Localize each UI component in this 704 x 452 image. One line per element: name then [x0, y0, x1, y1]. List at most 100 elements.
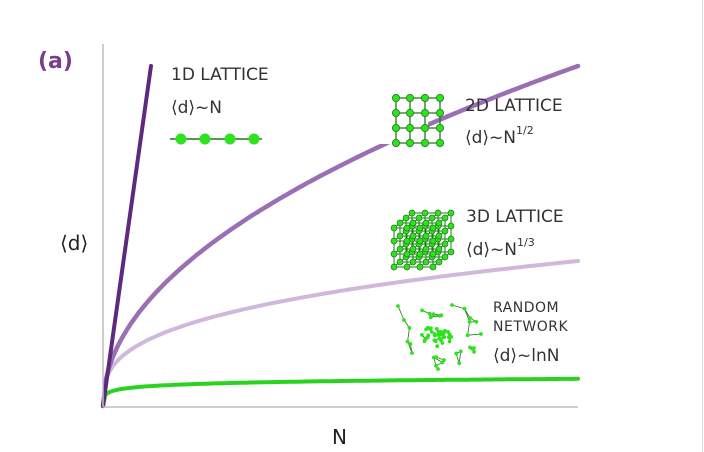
network-node: [443, 328, 447, 333]
network-node: [435, 344, 440, 349]
grid-node: [391, 94, 400, 103]
cube-node: [416, 224, 424, 232]
label-backdrop: [378, 120, 428, 144]
network-node: [410, 351, 414, 355]
network-node: [472, 350, 476, 354]
cube-node: [447, 235, 455, 243]
cube-node: [416, 250, 424, 258]
formula-exponent: 1/2: [516, 124, 534, 137]
network-node: [447, 339, 452, 344]
cube-node: [429, 263, 437, 271]
random-network-icon: [396, 303, 483, 371]
network-node: [474, 319, 479, 324]
cube-node: [428, 214, 436, 222]
cube-node: [402, 214, 410, 222]
network-node: [408, 342, 413, 346]
cube-node: [421, 209, 429, 217]
label-1d-lattice-title: 1D LATTICE: [171, 65, 269, 85]
cube-node: [403, 224, 411, 232]
series-random-network-line: [101, 376, 580, 408]
cube-node: [396, 219, 404, 227]
cube-node: [409, 232, 417, 240]
cube-node: [390, 224, 398, 232]
cube-edge: [393, 212, 413, 229]
grid-node: [405, 138, 414, 147]
label-random-network-line2: NETWORK: [493, 319, 568, 335]
formula-base: ⟨d⟩~N: [466, 240, 517, 260]
network-node: [472, 346, 476, 350]
legend-1d-lattice: 1D LATTICE ⟨d⟩~N: [170, 65, 269, 145]
x-axis-title: N: [332, 425, 347, 449]
network-node: [437, 313, 442, 318]
series-2d-lattice-line: [100, 63, 581, 409]
cube-edge: [432, 251, 452, 268]
network-node: [428, 315, 433, 320]
panel-label: (a): [38, 49, 73, 74]
grid-node: [435, 94, 444, 103]
cube-node: [416, 237, 424, 245]
network-node: [440, 341, 445, 345]
grid-node: [420, 124, 429, 133]
cube-node: [447, 209, 455, 217]
cube-node: [422, 245, 430, 253]
y-axis-title: ⟨d⟩: [60, 231, 88, 255]
network-node: [436, 333, 441, 337]
formula-base: ⟨d⟩~N: [465, 128, 516, 148]
cube-node: [422, 232, 430, 240]
label-1d-lattice-formula: ⟨d⟩~N: [171, 98, 222, 118]
cube-node: [441, 227, 449, 235]
grid-node: [435, 124, 444, 133]
cubic-lattice-icon: [390, 209, 455, 271]
cube-node: [416, 263, 424, 271]
network-node: [434, 363, 438, 368]
network-node: [446, 335, 451, 339]
cube-node: [429, 237, 437, 245]
network-node: [450, 303, 454, 307]
label-3d-lattice-formula: ⟨d⟩~N1/3: [466, 236, 535, 260]
cube-node: [447, 222, 455, 230]
grid-node: [405, 109, 414, 118]
cube-node: [435, 258, 443, 266]
square-grid-icon: [391, 94, 444, 147]
network-node: [407, 326, 412, 330]
cube-node: [396, 258, 404, 266]
network-edge: [397, 305, 405, 321]
network-edge: [451, 304, 465, 310]
chain-node: [224, 133, 236, 145]
network-node: [420, 308, 424, 313]
network-node: [467, 319, 472, 324]
label-3d-lattice-title: 3D LATTICE: [466, 207, 564, 227]
network-edge: [464, 308, 470, 322]
network-node: [442, 358, 446, 362]
network-node: [427, 311, 432, 316]
series-1d-lattice-line: [101, 64, 153, 408]
cube-node: [441, 253, 449, 261]
cube-node: [434, 209, 442, 217]
network-node: [431, 312, 436, 317]
cube-node: [435, 232, 443, 240]
legend-random-network: RANDOM NETWORK ⟨d⟩~lnN: [396, 300, 568, 371]
cube-node: [409, 258, 417, 266]
network-node: [454, 351, 459, 356]
label-random-network-line1: RANDOM: [493, 300, 559, 316]
cube-node: [409, 245, 417, 253]
network-node: [441, 335, 446, 340]
label-2d-lattice-title: 2D LATTICE: [465, 96, 563, 116]
network-node: [465, 333, 470, 338]
grid-node: [435, 138, 444, 147]
network-edge: [407, 327, 410, 342]
network-node: [396, 304, 400, 308]
grid-node: [405, 124, 414, 133]
network-node: [402, 318, 406, 322]
network-node: [433, 339, 438, 344]
legend-3d-lattice: 3D LATTICE ⟨d⟩~N1/3: [390, 207, 564, 271]
grid-node: [420, 138, 429, 147]
network-edge: [467, 333, 482, 336]
network-node: [468, 316, 472, 320]
grid-node: [435, 109, 444, 118]
cube-node: [390, 237, 398, 245]
cube-node: [422, 258, 430, 266]
network-node: [420, 333, 424, 337]
network-node: [436, 367, 440, 371]
